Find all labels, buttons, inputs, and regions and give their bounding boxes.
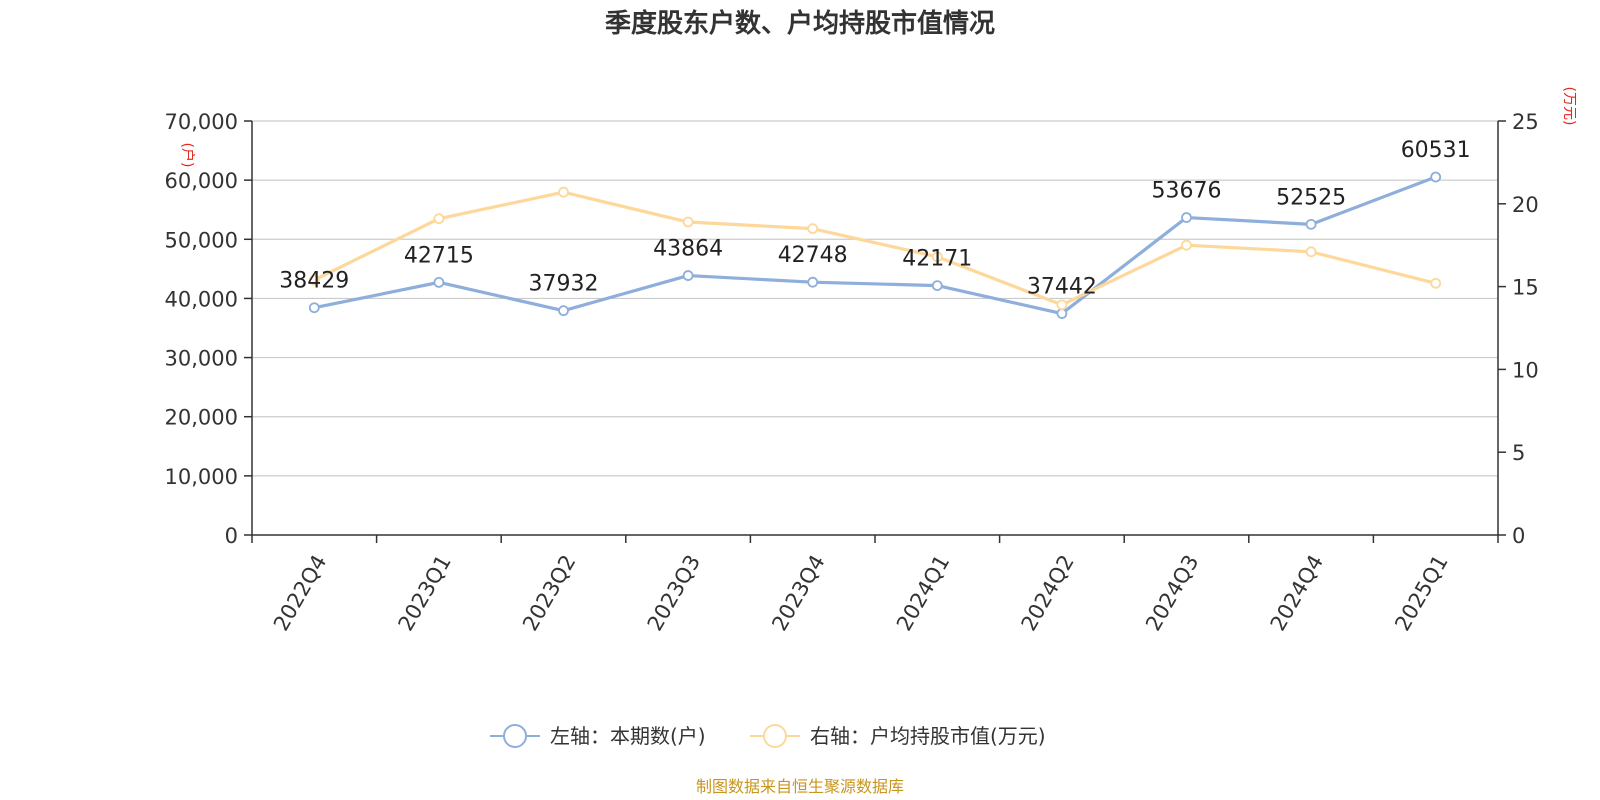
x-axis-tick-label: 2023Q3 (643, 551, 705, 635)
data-point (807, 276, 819, 288)
left-axis-tick-label: 20,000 (165, 406, 238, 430)
data-label: 42171 (902, 247, 972, 272)
data-point (433, 213, 445, 225)
data-point (1056, 308, 1068, 319)
data-point (1056, 299, 1068, 311)
right-axis-tick-label: 5 (1512, 441, 1525, 465)
data-point (433, 276, 445, 288)
data-labels: 38429 42715 37932 43864 42748 42171 37442 53676… (279, 138, 1470, 300)
right-axis-tick-label: 15 (1512, 276, 1539, 300)
left-axis-tick-label: 50,000 (165, 228, 238, 252)
data-label: 38429 (279, 269, 349, 294)
source-note: 制图数据来自恒生聚源数据库 (696, 777, 904, 796)
data-point (558, 305, 569, 317)
x-axis-tick-label: 2024Q3 (1141, 551, 1203, 635)
data-label: 37442 (1027, 275, 1097, 300)
x-axis-tick-label: 2024Q1 (892, 551, 954, 635)
data-point (1430, 171, 1442, 183)
data-point (1305, 218, 1317, 230)
data-label: 43864 (653, 237, 723, 262)
series-layer (308, 171, 1442, 319)
right-axis-tick-label: 0 (1512, 524, 1525, 548)
right-axis-tick-label: 20 (1512, 193, 1539, 217)
x-axis-tick-label: 2024Q2 (1017, 551, 1079, 635)
x-axis-tick-label: 2025Q1 (1390, 551, 1452, 635)
x-axis-tick-label: 2023Q2 (518, 551, 580, 635)
data-label: 42715 (404, 243, 474, 268)
data-point (1305, 246, 1317, 258)
data-label: 53676 (1152, 179, 1222, 204)
left-axis-unit: (户) (179, 143, 196, 168)
x-axis-tick-label: 2024Q4 (1266, 551, 1328, 635)
gridlines (252, 120, 1498, 477)
data-label: 60531 (1401, 138, 1471, 163)
data-point (1181, 212, 1192, 223)
right-axis-unit: (万元) (1561, 87, 1577, 126)
left-axis-tick-label: 60,000 (165, 169, 238, 193)
legend-label-2: 右轴：户均持股市值(万元) (810, 724, 1046, 748)
data-point (308, 302, 320, 314)
x-axis-tick-label: 2022Q4 (269, 551, 331, 635)
data-point (931, 280, 943, 291)
left-axis-tick-label: 0 (225, 524, 238, 548)
data-point (807, 223, 819, 235)
data-point (682, 216, 694, 228)
series-line-2 (313, 190, 1437, 307)
data-point (682, 270, 694, 281)
legend-marker-2 (763, 724, 787, 748)
legend[interactable]: 左轴：本期数(户) 右轴：户均持股市值(万元) (490, 724, 1046, 748)
data-point (1181, 239, 1192, 251)
left-axis-tick-label: 70,000 (165, 110, 238, 134)
data-point (558, 186, 569, 198)
series-line-1 (313, 175, 1437, 316)
left-axis-tick-label: 30,000 (165, 347, 238, 371)
legend-marker-1 (503, 724, 527, 748)
x-axis-tick-label: 2023Q4 (767, 551, 829, 635)
right-axis-tick-label: 10 (1512, 358, 1539, 382)
left-axis-tick-label: 10,000 (165, 465, 238, 489)
left-axis-tick-label: 40,000 (165, 287, 238, 311)
chart-title: 季度股东户数、户均持股市值情况 (605, 8, 995, 39)
right-axis-tick-label: 25 (1512, 110, 1539, 134)
data-label: 37932 (529, 272, 599, 297)
x-axis-tick-label: 2023Q1 (394, 551, 456, 635)
legend-label-1: 左轴：本期数(户) (550, 724, 706, 748)
data-point (308, 274, 320, 286)
data-point (1430, 277, 1442, 289)
data-label: 42748 (778, 243, 848, 268)
data-label: 52525 (1276, 185, 1346, 210)
data-point (931, 251, 943, 263)
